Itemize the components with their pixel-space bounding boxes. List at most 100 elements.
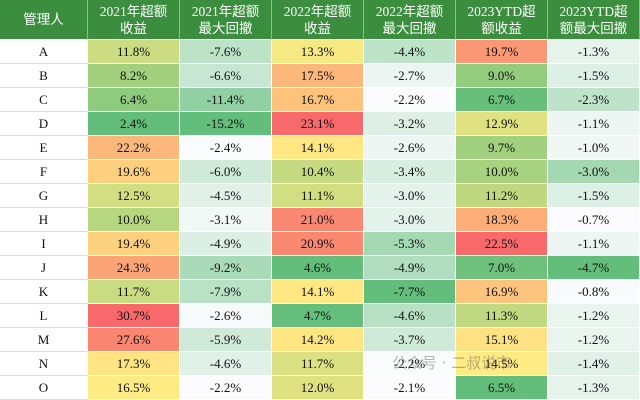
value-cell: -11.4% xyxy=(180,88,272,112)
value-cell: 10.0% xyxy=(88,208,180,232)
value-cell: 9.7% xyxy=(456,136,548,160)
value-cell: 22.5% xyxy=(456,232,548,256)
value-cell: 19.4% xyxy=(88,232,180,256)
value-cell: 12.0% xyxy=(272,376,364,400)
value-cell: 15.1% xyxy=(456,328,548,352)
value-cell: -1.5% xyxy=(548,64,640,88)
value-cell: -3.1% xyxy=(180,208,272,232)
value-cell: -1.1% xyxy=(548,112,640,136)
value-cell: 19.6% xyxy=(88,160,180,184)
value-cell: 14.5% xyxy=(456,352,548,376)
header-line: 额最大回撤 xyxy=(559,20,628,36)
manager-name: C xyxy=(0,88,88,112)
manager-name: N xyxy=(0,352,88,376)
value-cell: 11.7% xyxy=(88,280,180,304)
value-cell: 18.3% xyxy=(456,208,548,232)
manager-name: K xyxy=(0,280,88,304)
header-cell: 2023YTD超 额最大回撤 xyxy=(548,0,640,40)
manager-name: J xyxy=(0,256,88,280)
value-cell: -4.6% xyxy=(364,304,456,328)
value-cell: -5.3% xyxy=(364,232,456,256)
value-cell: -1.1% xyxy=(548,232,640,256)
value-cell: 17.5% xyxy=(272,64,364,88)
value-cell: 27.6% xyxy=(88,328,180,352)
value-cell: -1.0% xyxy=(548,136,640,160)
value-cell: -2.7% xyxy=(364,64,456,88)
value-cell: -2.2% xyxy=(180,376,272,400)
header-line: 收益 xyxy=(304,20,331,36)
value-cell: 11.1% xyxy=(272,184,364,208)
manager-name: O xyxy=(0,376,88,400)
value-cell: -0.7% xyxy=(548,208,640,232)
value-cell: -3.0% xyxy=(548,160,640,184)
header-line: 收益 xyxy=(120,20,147,36)
value-cell: 11.3% xyxy=(456,304,548,328)
value-cell: 12.9% xyxy=(456,112,548,136)
value-cell: 11.8% xyxy=(88,40,180,64)
value-cell: 22.2% xyxy=(88,136,180,160)
value-cell: 11.2% xyxy=(456,184,548,208)
header-line: 最大回撤 xyxy=(198,20,253,36)
value-cell: -15.2% xyxy=(180,112,272,136)
value-cell: -5.9% xyxy=(180,328,272,352)
manager-name: A xyxy=(0,40,88,64)
value-cell: 9.0% xyxy=(456,64,548,88)
value-cell: -1.2% xyxy=(548,328,640,352)
value-cell: -1.3% xyxy=(548,376,640,400)
header-line: 2021年超额 xyxy=(99,3,168,19)
header-cell: 2021年超额 收益 xyxy=(88,0,180,40)
value-cell: -3.7% xyxy=(364,328,456,352)
value-cell: -2.6% xyxy=(180,304,272,328)
value-cell: -4.5% xyxy=(180,184,272,208)
header-line: 2022年超额 xyxy=(283,3,352,19)
value-cell: 6.4% xyxy=(88,88,180,112)
header-line: 2023YTD超 xyxy=(559,3,628,19)
value-cell: -9.2% xyxy=(180,256,272,280)
value-cell: 14.1% xyxy=(272,280,364,304)
header-cell: 2022年超额 收益 xyxy=(272,0,364,40)
value-cell: -2.2% xyxy=(364,88,456,112)
value-cell: 10.0% xyxy=(456,160,548,184)
value-cell: 21.0% xyxy=(272,208,364,232)
value-cell: 4.6% xyxy=(272,256,364,280)
manager-name: M xyxy=(0,328,88,352)
value-cell: -1.4% xyxy=(548,352,640,376)
value-cell: 10.4% xyxy=(272,160,364,184)
value-cell: 6.5% xyxy=(456,376,548,400)
value-cell: 2.4% xyxy=(88,112,180,136)
value-cell: 6.7% xyxy=(456,88,548,112)
value-cell: -3.0% xyxy=(364,208,456,232)
value-cell: -7.9% xyxy=(180,280,272,304)
manager-name: L xyxy=(0,304,88,328)
value-cell: -1.5% xyxy=(548,184,640,208)
value-cell: 13.3% xyxy=(272,40,364,64)
value-cell: -1.3% xyxy=(548,40,640,64)
value-cell: 7.0% xyxy=(456,256,548,280)
header-line: 2022年超额 xyxy=(375,3,444,19)
manager-name: F xyxy=(0,160,88,184)
value-cell: 11.7% xyxy=(272,352,364,376)
manager-name: I xyxy=(0,232,88,256)
value-cell: -0.8% xyxy=(548,280,640,304)
value-cell: -4.6% xyxy=(180,352,272,376)
value-cell: -2.1% xyxy=(364,376,456,400)
manager-name: E xyxy=(0,136,88,160)
value-cell: 16.9% xyxy=(456,280,548,304)
value-cell: -7.6% xyxy=(180,40,272,64)
value-cell: 14.2% xyxy=(272,328,364,352)
value-cell: 19.7% xyxy=(456,40,548,64)
header-line: 2021年超额 xyxy=(191,3,260,19)
header-cell: 2021年超额 最大回撤 xyxy=(180,0,272,40)
manager-name: B xyxy=(0,64,88,88)
value-cell: 17.3% xyxy=(88,352,180,376)
value-cell: 16.5% xyxy=(88,376,180,400)
watermark: 公众号 · 二叔说市 xyxy=(392,354,512,372)
value-cell: -7.7% xyxy=(364,280,456,304)
value-cell: -2.3% xyxy=(548,88,640,112)
value-cell: -3.4% xyxy=(364,160,456,184)
value-cell: -4.9% xyxy=(180,232,272,256)
header-line: 2023YTD超 xyxy=(467,3,536,19)
value-cell: 23.1% xyxy=(272,112,364,136)
